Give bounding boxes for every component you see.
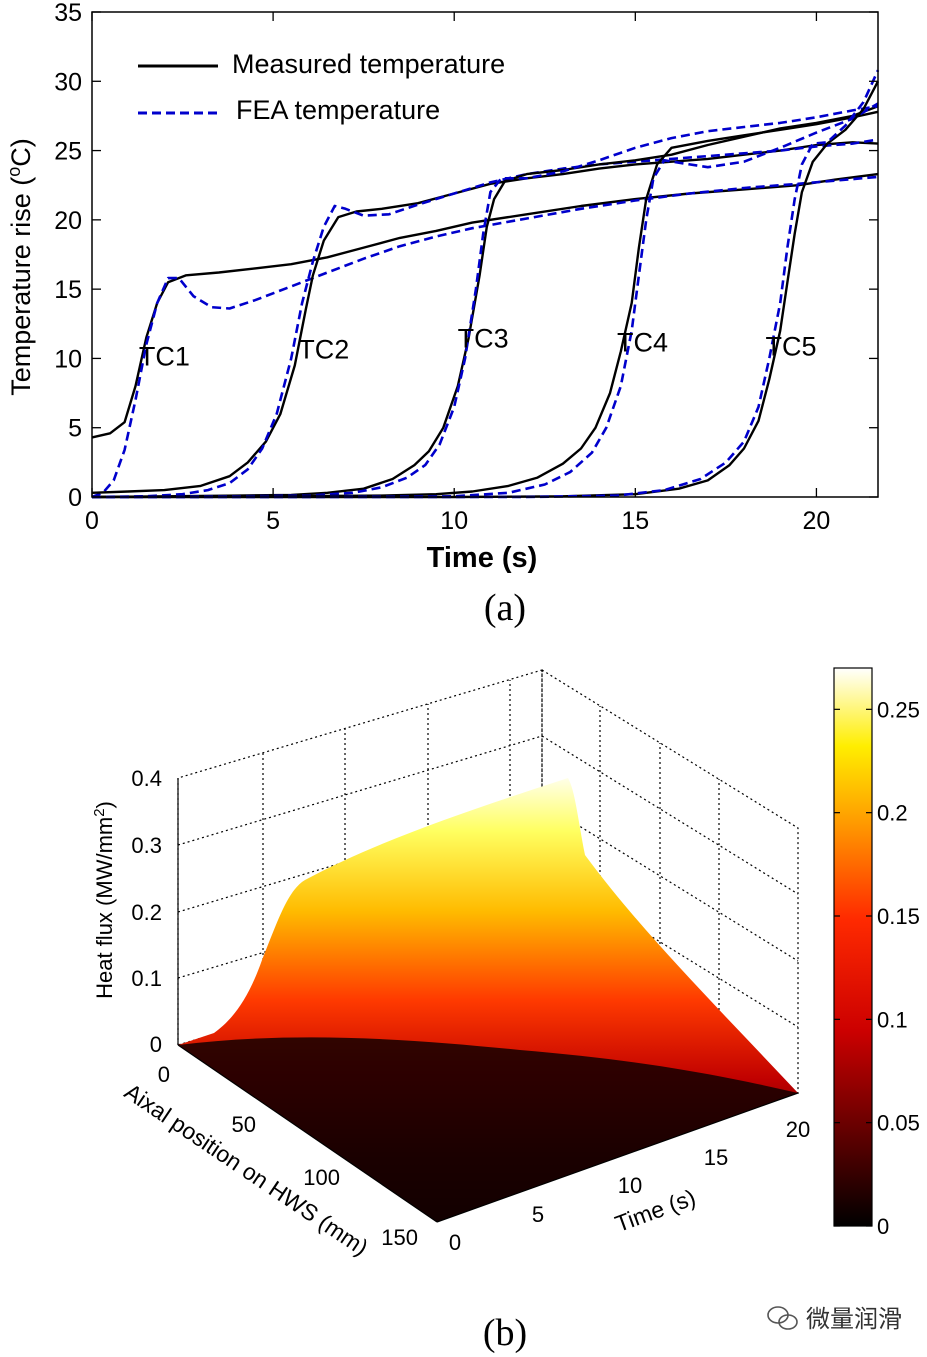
axial-tick-label: 100 (303, 1165, 340, 1190)
colorbar-tick-label: 0.1 (877, 1007, 908, 1032)
series-tc2-measured (91, 141, 879, 494)
axial-axis-line (177, 1044, 438, 1223)
colorbar: 0 0.05 0.1 0.15 0.2 0.25 (833, 667, 920, 1239)
chart-a-annotations: TC1 TC2 TC3 TC4 TC5 (139, 323, 817, 371)
chart-a-y-axis-label: Temperature rise (oC) (4, 138, 36, 396)
colorbar-gradient (833, 667, 873, 1227)
z-tick-label: 0 (150, 1032, 162, 1057)
chart-b-z-axis: 0 0.1 0.2 0.3 0.4 Heat flux (MW/mm2) (91, 766, 179, 1057)
y-tick-label: 20 (54, 207, 82, 235)
colorbar-ticks: 0 0.05 0.1 0.15 0.2 0.25 (834, 697, 920, 1239)
wechat-logo-icon (767, 1306, 798, 1330)
heat-flux-surface-chart: 0 0.1 0.2 0.3 0.4 Heat flux (MW/mm2) 0 5… (91, 667, 920, 1354)
grid-line (177, 735, 543, 846)
watermark-text: 微量润滑 (806, 1306, 902, 1333)
series-tc5-measured (92, 80, 880, 499)
time-tick-label: 0 (449, 1230, 461, 1255)
annotation-tc2: TC2 (298, 334, 349, 364)
panel-a-label: (a) (484, 587, 526, 629)
time-axis-line (436, 1092, 799, 1223)
colorbar-tick-label: 0 (877, 1214, 889, 1239)
series-tc3-fea (91, 104, 879, 499)
y-tick-label: 5 (68, 415, 82, 443)
y-tick-label: 10 (54, 345, 82, 373)
watermark: 微量润滑 (767, 1306, 902, 1333)
chart-a-frame (91, 11, 879, 498)
legend-label-fea: FEA temperature (236, 95, 440, 125)
x-tick-label: 5 (266, 507, 280, 535)
grid-line (541, 735, 799, 895)
chart-a-axes: 0 5 10 15 20 0 5 10 15 20 25 30 35 (54, 0, 879, 535)
z-tick-label: 0.4 (131, 766, 162, 791)
axial-tick-label: 0 (158, 1062, 170, 1087)
heat-flux-surface (178, 778, 798, 1222)
z-axis-label: Heat flux (MW/mm2) (91, 801, 117, 999)
colorbar-tick-label: 0.05 (877, 1111, 920, 1136)
z-tick-label: 0.3 (131, 833, 162, 858)
colorbar-tick-label: 0.25 (877, 697, 920, 722)
colorbar-tick-label: 0.15 (877, 904, 920, 929)
x-tick-label: 20 (803, 507, 831, 535)
surface-front-shade (178, 1037, 798, 1222)
series-tc4-measured (91, 110, 879, 499)
annotation-tc5: TC5 (766, 332, 817, 362)
annotation-tc4: TC4 (617, 328, 668, 358)
axial-tick-label: 50 (232, 1112, 256, 1137)
series-tc3-measured (91, 105, 879, 499)
x-tick-label: 10 (440, 507, 468, 535)
chart-a-series (91, 69, 880, 499)
series-tc5-fea (92, 69, 880, 499)
z-tick-label: 0.2 (131, 900, 162, 925)
series-tc1-measured (91, 172, 879, 439)
colorbar-tick-label: 0.2 (877, 801, 908, 826)
chart-a-legend: Measured temperature FEA temperature (138, 49, 505, 125)
time-tick-label: 15 (704, 1145, 728, 1170)
y-tick-label: 25 (54, 138, 82, 166)
series-tc2-fea (91, 138, 879, 499)
time-tick-label: 20 (786, 1117, 810, 1142)
y-tick-label: 35 (54, 0, 82, 27)
temperature-line-chart: 0 5 10 15 20 0 5 10 15 20 25 30 35 TC1 TC2 TC3 TC4 TC5 M… (4, 0, 880, 629)
series-tc4-fea (91, 102, 879, 499)
annotation-tc1: TC1 (139, 341, 190, 371)
legend-label-measured: Measured temperature (232, 49, 505, 79)
annotation-tc3: TC3 (458, 323, 509, 353)
axial-tick-label: 150 (381, 1225, 418, 1250)
y-tick-label: 0 (68, 484, 82, 512)
x-tick-label: 0 (85, 507, 99, 535)
panel-b-label: (b) (483, 1312, 527, 1354)
time-tick-label: 10 (618, 1173, 642, 1198)
z-tick-label: 0.1 (131, 966, 162, 991)
series-tc1-fea (91, 175, 879, 499)
chart-a-x-axis-label: Time (s) (427, 542, 538, 574)
y-tick-label: 30 (54, 68, 82, 96)
time-tick-label: 5 (532, 1202, 544, 1227)
y-tick-label: 15 (54, 276, 82, 304)
x-tick-label: 15 (621, 507, 649, 535)
grid-line (541, 802, 799, 962)
